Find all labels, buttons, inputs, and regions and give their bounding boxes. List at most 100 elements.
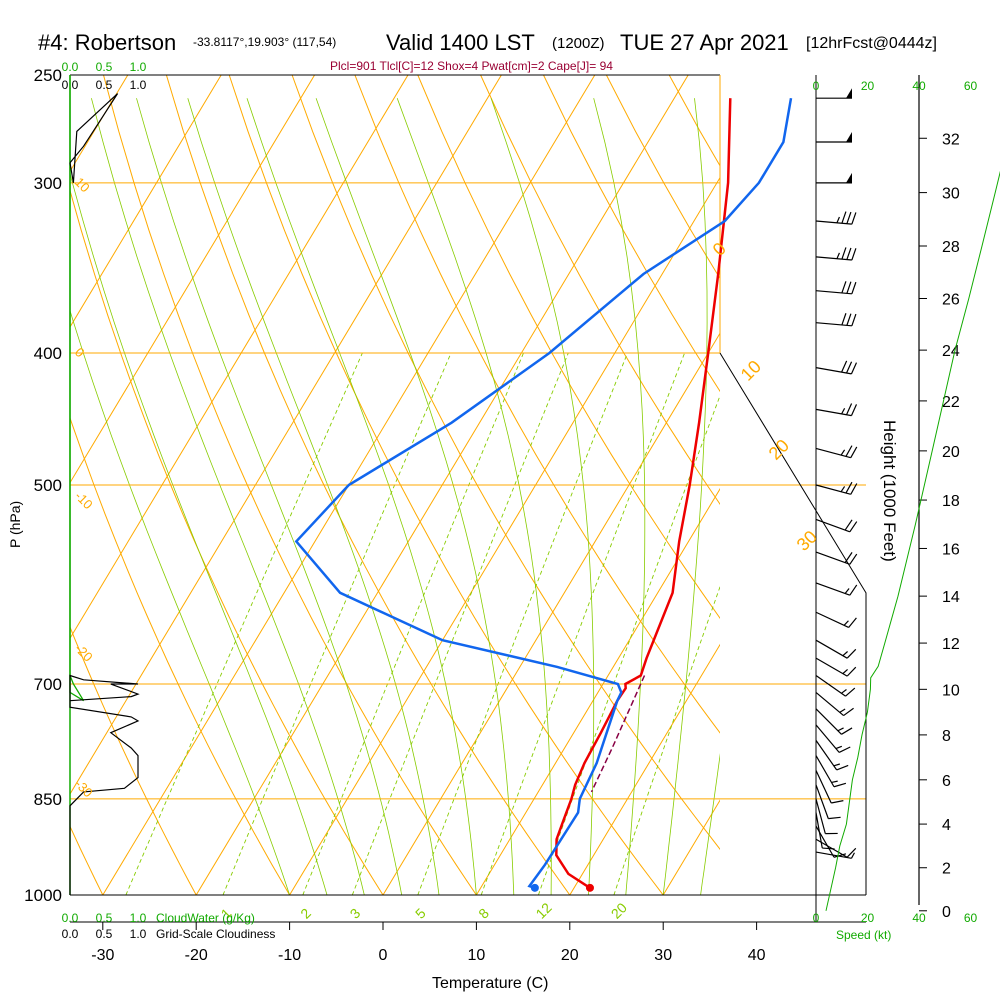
wind-feather: [841, 360, 848, 373]
wind-staff: [815, 551, 851, 565]
wind-barb: [815, 481, 858, 495]
wind-feather: [845, 445, 853, 457]
moist-adiabat: [136, 98, 403, 895]
isotherm-line: [70, 75, 222, 328]
wind-staff: [815, 770, 832, 804]
wind-feather: [850, 362, 858, 375]
height-axis-label: Height (1000 Feet): [880, 420, 899, 562]
height-tick-label: 10: [942, 682, 960, 699]
wind-feather: [845, 403, 853, 416]
wind-barb: [815, 639, 857, 659]
isotherm-label: 30: [793, 527, 821, 555]
wind-feather: [846, 666, 857, 677]
speed-tick-top: 60: [964, 79, 978, 93]
isotherm-label: -20: [72, 641, 96, 665]
isotherm-line: [475, 488, 720, 895]
speed-tick-bottom: 40: [912, 911, 926, 925]
cloudiness-line-upper: [69, 93, 119, 183]
mixing-ratio-label: 2: [297, 905, 314, 922]
wind-barb: [815, 247, 857, 261]
height-tick-label: 0: [942, 904, 951, 921]
wind-half-feather: [837, 727, 844, 732]
wind-staff: [815, 290, 852, 295]
wind-barb: [815, 770, 844, 804]
wind-feather: [851, 313, 857, 327]
cloudwater-label: CloudWater (g/Kg): [156, 911, 255, 925]
speed-tick-top: 0: [813, 79, 820, 93]
x-tick-label: 10: [468, 947, 486, 964]
title-station: #4: Robertson: [38, 30, 176, 55]
mixing-ratio-label: 8: [475, 905, 492, 922]
cloudiness-tick-top: 0.5: [96, 78, 113, 92]
wind-speed-profile: [825, 170, 1000, 911]
wind-feather: [850, 483, 858, 495]
wind-staff: [815, 484, 851, 495]
wind-feather: [848, 617, 857, 628]
wind-feather: [850, 446, 858, 459]
height-tick-label: 28: [942, 239, 960, 256]
wind-feather: [833, 853, 847, 858]
height-tick-label: 30: [942, 186, 960, 203]
cloudiness-line-lower: [69, 674, 140, 895]
wind-staff: [815, 367, 852, 375]
height-tick-label: 20: [942, 444, 960, 461]
x-axis-label: Temperature (C): [432, 975, 548, 992]
pressure-tick-label: 300: [34, 174, 62, 193]
cloudiness-label: Grid-Scale Cloudiness: [156, 927, 275, 941]
dry-adiabat: [0, 75, 9, 895]
mixing-ratio-line: [480, 352, 686, 895]
height-tick-label: 32: [942, 131, 960, 148]
wind-staff: [815, 825, 835, 858]
pressure-tick-label: 250: [34, 66, 62, 85]
wind-half-feather: [843, 620, 849, 626]
wind-feather: [846, 313, 852, 326]
wind-feather: [844, 552, 853, 563]
moist-adiabat: [593, 98, 646, 895]
wind-barb: [816, 132, 852, 143]
isotherm-label: 0: [709, 238, 730, 259]
mixing-ratio-line: [351, 352, 569, 895]
cloudwater-tick-top: 0.5: [96, 60, 113, 74]
wind-staff: [815, 408, 852, 417]
title-fcst: [12hrFcst@0444z]: [806, 35, 937, 52]
wind-feather: [845, 361, 853, 374]
wind-staff: [815, 639, 848, 659]
wind-feather: [845, 687, 856, 697]
wind-staff: [815, 220, 852, 225]
wind-staff: [815, 838, 848, 858]
wind-barb: [815, 211, 857, 225]
isotherm-label: -10: [72, 488, 96, 512]
moist-adiabat: [738, 98, 859, 895]
wind-feather: [843, 707, 854, 717]
wind-feather: [844, 519, 853, 531]
title-date: TUE 27 Apr 2021: [620, 30, 789, 55]
wind-feather: [850, 404, 858, 416]
frame-diagonal: [719, 352, 867, 895]
x-tick-label: 30: [654, 947, 672, 964]
x-tick-label: 20: [561, 947, 579, 964]
wind-feather: [846, 247, 852, 260]
moist-adiabat: [187, 98, 440, 895]
plot-frame: [69, 74, 920, 923]
speed-tick-bottom: 0: [813, 911, 820, 925]
mixing-ratio-line: [613, 585, 720, 895]
height-tick-label: 26: [942, 292, 960, 309]
wind-half-feather: [841, 408, 846, 415]
x-tick-label: -20: [185, 947, 208, 964]
wind-barb: [815, 784, 841, 820]
moist-adiabat: [91, 98, 365, 895]
wind-feather: [841, 313, 847, 326]
wind-barb: [815, 798, 838, 835]
dry-adiabat: [417, 75, 720, 619]
moist-adiabat: [70, 171, 328, 895]
wind-barb: [816, 172, 852, 184]
wind-feather: [846, 211, 852, 224]
wind-feather: [838, 746, 851, 753]
wind-feather: [833, 782, 847, 788]
mixing-ratio-lines: [125, 352, 720, 895]
cloudiness-tick-bottom: 0.5: [96, 927, 113, 941]
pressure-tick-label: 700: [34, 675, 62, 694]
wind-barb: [815, 675, 856, 697]
wind-feather: [851, 248, 857, 261]
